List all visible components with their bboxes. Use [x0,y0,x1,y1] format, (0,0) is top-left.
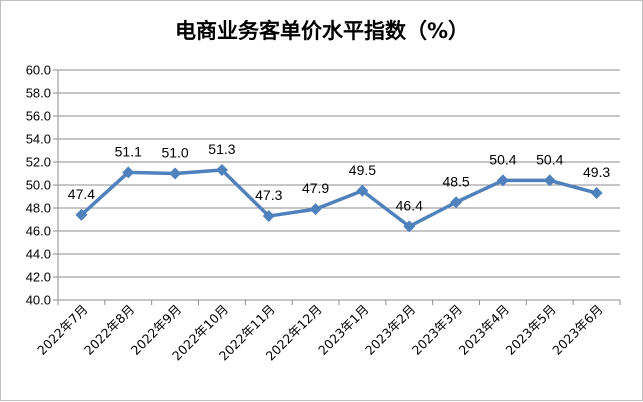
y-tick-label: 60.0 [26,63,51,78]
data-point-marker [496,174,509,187]
y-tick-label: 54.0 [26,132,51,147]
y-tick-label: 50.0 [26,178,51,193]
y-tick-label: 48.0 [26,201,51,216]
data-label: 49.5 [349,162,376,178]
data-label: 51.3 [208,141,235,157]
data-point-marker [309,203,322,216]
y-axis-ticks: 40.0 42.0 44.0 46.0 48.0 50.0 52.0 54.0 56.0 58.0… [26,63,58,308]
x-tick-label: 2023年6月 [549,302,605,358]
y-tick-label: 58.0 [26,86,51,101]
data-point-marker [169,167,182,180]
data-point-marker [122,166,135,179]
data-label: 51.1 [115,143,142,159]
data-label: 51.0 [161,145,188,161]
data-point-marker [215,164,228,177]
data-label: 49.3 [583,164,610,180]
data-label: 47.3 [255,187,282,203]
data-point-marker [75,208,88,221]
series-line [75,164,603,233]
data-labels: 47.4 51.1 51.0 51.3 47.3 47.9 49.5 46.4 48.5 50.4… [68,141,611,213]
gridlines [58,69,620,301]
chart-title: 电商业务客单价水平指数（%） [175,19,469,43]
data-point-marker [590,187,603,200]
data-point-marker [403,220,416,233]
y-tick-label: 44.0 [26,247,51,262]
data-label: 46.4 [396,197,423,213]
y-tick-label: 52.0 [26,155,51,170]
data-point-marker [450,196,463,209]
data-label: 48.5 [442,173,469,189]
y-tick-label: 42.0 [26,270,51,285]
y-tick-label: 40.0 [26,293,51,308]
y-tick-label: 56.0 [26,109,51,124]
x-axis-ticks: 2022年7月2022年8月2022年9月2022年10月2022年11月202… [34,300,621,364]
data-point-marker [262,210,275,223]
data-label: 50.4 [489,151,516,167]
data-point-marker [356,184,369,197]
data-label: 50.4 [536,151,563,167]
y-tick-label: 46.0 [26,224,51,239]
series-polyline [80,168,598,229]
data-label: 47.4 [68,186,95,202]
data-label: 47.9 [302,180,329,196]
data-point-marker [543,174,556,187]
